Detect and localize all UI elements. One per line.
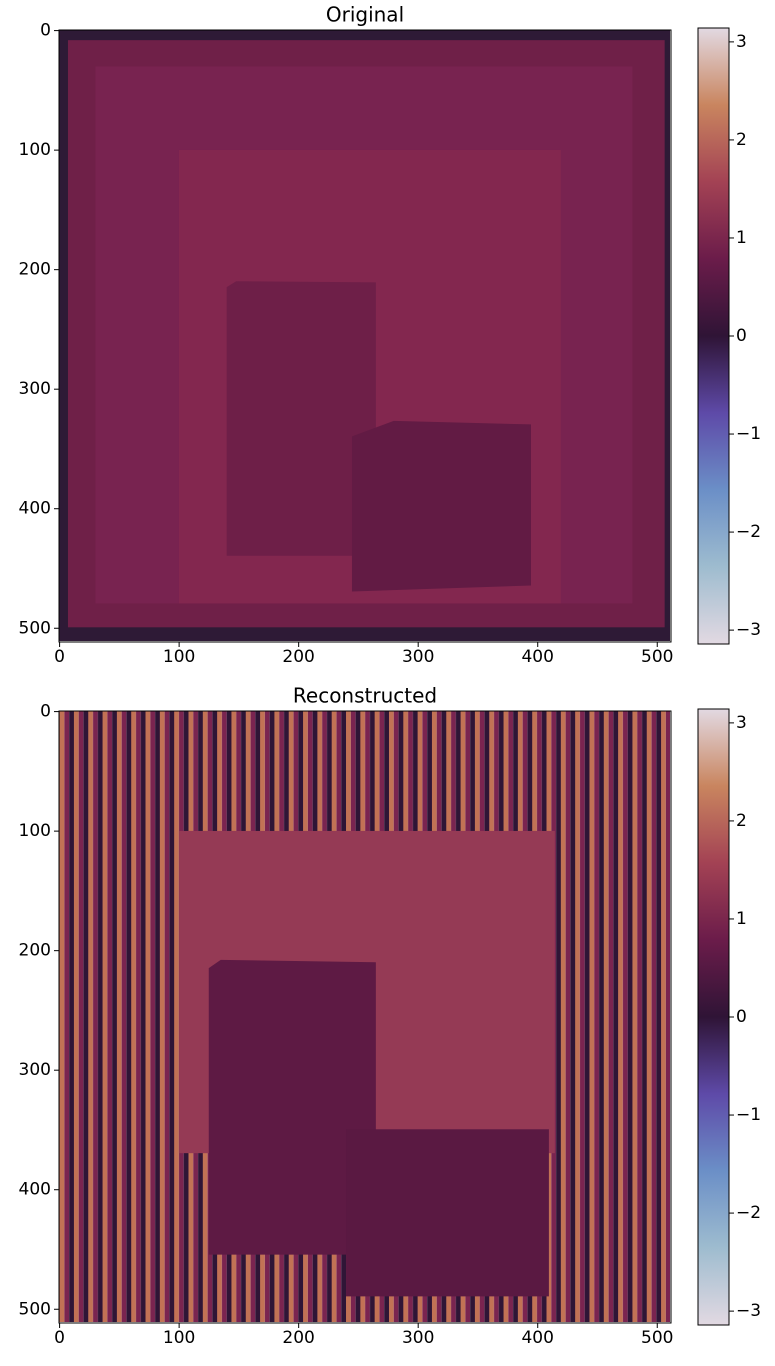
x-tick-label: 100 xyxy=(163,1328,195,1348)
y-tick-label: 200 xyxy=(19,941,51,961)
chart-title: Reconstructed xyxy=(293,684,437,708)
colorbar-tick-label: −2 xyxy=(736,522,761,542)
colorbar-tick-label: 0 xyxy=(736,326,747,346)
y-tick-label: 500 xyxy=(19,618,51,638)
y-tick-label: 200 xyxy=(19,260,51,280)
x-tick-label: 200 xyxy=(282,647,314,667)
y-tick-label: 500 xyxy=(19,1299,51,1319)
x-tick-label: 400 xyxy=(521,647,553,667)
colorbar-tick-label: −1 xyxy=(736,1105,761,1125)
y-tick-label: 400 xyxy=(19,1180,51,1200)
y-tick-label: 100 xyxy=(19,821,51,841)
y-tick-label: 300 xyxy=(19,1060,51,1080)
colorbar-tick-label: 2 xyxy=(736,811,747,831)
colorbar-tick-label: 3 xyxy=(736,713,747,733)
axes-frame xyxy=(58,710,672,1324)
x-tick-label: 300 xyxy=(402,647,434,667)
colorbar-tick-label: 3 xyxy=(736,32,747,52)
y-tick-label: 0 xyxy=(40,21,51,41)
x-tick-label: 400 xyxy=(521,1328,553,1348)
colorbar-tick-label: 2 xyxy=(736,130,747,150)
x-tick-label: 0 xyxy=(54,647,65,667)
y-tick-label: 100 xyxy=(19,140,51,160)
x-tick-label: 300 xyxy=(402,1328,434,1348)
colorbar-tick-label: −1 xyxy=(736,424,761,444)
colorbar-tick-label: 0 xyxy=(736,1007,747,1027)
colorbar-tick-label: −3 xyxy=(736,620,761,640)
colorbar-tick-label: 1 xyxy=(736,909,747,929)
axes-frame xyxy=(58,29,672,643)
colorbar-tick-label: 1 xyxy=(736,228,747,248)
y-tick-label: 0 xyxy=(40,702,51,722)
colorbar-tick-label: −2 xyxy=(736,1203,761,1223)
x-tick-label: 500 xyxy=(641,647,673,667)
colorbar-tick-label: −3 xyxy=(736,1301,761,1321)
x-tick-label: 500 xyxy=(641,1328,673,1348)
y-tick-label: 300 xyxy=(19,379,51,399)
image xyxy=(59,30,671,642)
y-tick-label: 400 xyxy=(19,499,51,519)
x-tick-label: 0 xyxy=(54,1328,65,1348)
colorbar xyxy=(697,708,730,1326)
colorbar xyxy=(697,27,730,645)
chart-title: Original xyxy=(326,3,404,27)
x-tick-label: 200 xyxy=(282,1328,314,1348)
x-tick-label: 100 xyxy=(163,647,195,667)
image xyxy=(59,711,671,1323)
